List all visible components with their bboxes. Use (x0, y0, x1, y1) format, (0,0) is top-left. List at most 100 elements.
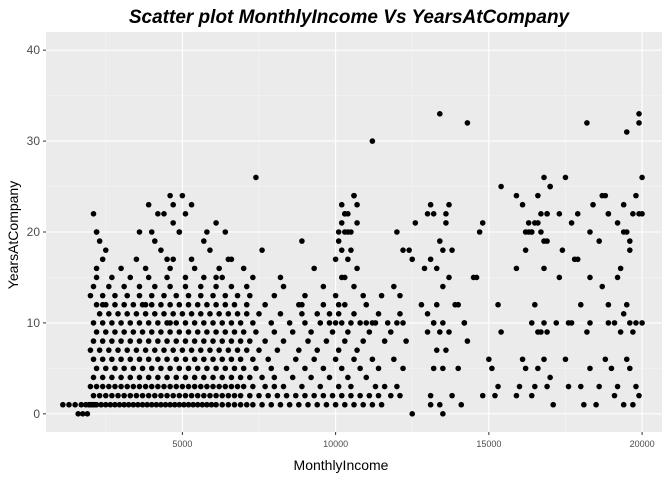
data-point (185, 383, 192, 390)
data-point (170, 256, 176, 263)
data-point (633, 383, 639, 390)
data-point (96, 392, 103, 399)
data-point (179, 192, 186, 199)
data-point (87, 292, 94, 299)
data-point (479, 220, 486, 226)
data-point (207, 247, 213, 253)
data-point (443, 220, 449, 226)
data-point (213, 301, 219, 308)
data-point (182, 274, 189, 281)
data-point (139, 401, 146, 408)
data-point (348, 392, 354, 399)
data-point (112, 292, 118, 299)
data-point (633, 320, 639, 326)
data-point (112, 329, 118, 335)
data-point (277, 401, 284, 408)
data-point (375, 365, 382, 372)
data-point (231, 392, 238, 399)
data-point (170, 347, 176, 353)
data-point (222, 301, 229, 308)
data-point (90, 356, 97, 363)
data-point (317, 320, 324, 326)
data-point (148, 329, 155, 335)
data-point (228, 320, 235, 326)
data-point (182, 338, 189, 344)
data-point (381, 338, 388, 344)
data-point (424, 211, 431, 217)
data-point (148, 229, 155, 235)
data-point (216, 265, 222, 272)
data-point (354, 265, 360, 272)
y-axis-title: YearsAtCompany (5, 181, 21, 289)
data-point (139, 365, 146, 372)
data-point (630, 211, 636, 217)
x-tick-label: 20000 (630, 439, 655, 449)
data-point (623, 301, 630, 308)
data-point (519, 201, 526, 208)
x-tick-label: 15000 (476, 439, 501, 449)
data-point (90, 374, 97, 381)
data-point (99, 256, 106, 263)
data-point (225, 392, 232, 399)
data-point (116, 401, 123, 408)
data-point (158, 392, 164, 399)
data-point (476, 229, 483, 235)
data-point (231, 329, 238, 335)
data-point (90, 283, 97, 290)
data-point (210, 320, 216, 326)
data-point (351, 192, 357, 199)
data-point (127, 392, 134, 399)
data-point (335, 347, 342, 353)
data-point (280, 283, 287, 290)
data-point (90, 320, 97, 326)
data-point (197, 292, 204, 299)
data-point (167, 329, 173, 335)
data-point (228, 383, 235, 390)
data-point (250, 274, 256, 281)
data-point (167, 301, 173, 308)
data-point (320, 365, 327, 372)
data-point (345, 374, 351, 381)
data-point (164, 274, 170, 281)
data-point (614, 220, 621, 226)
data-point (237, 320, 244, 326)
data-point (584, 120, 590, 126)
data-point (109, 356, 115, 363)
data-point (375, 392, 382, 399)
data-point (430, 211, 437, 217)
data-point (320, 301, 327, 308)
data-point (528, 320, 535, 326)
data-point (265, 392, 271, 399)
data-point (577, 301, 584, 308)
data-point (360, 401, 366, 408)
data-point (387, 392, 394, 399)
data-point (342, 211, 348, 217)
data-point (250, 401, 256, 408)
data-point (617, 265, 624, 272)
data-point (611, 392, 618, 399)
data-point (489, 365, 495, 372)
data-point (587, 229, 593, 235)
data-point (479, 392, 486, 399)
data-point (596, 238, 602, 244)
data-point (636, 392, 642, 399)
data-point (259, 374, 265, 381)
data-point (513, 192, 520, 199)
data-point (79, 411, 86, 417)
data-point (461, 320, 468, 326)
data-point (418, 301, 425, 308)
data-point (562, 174, 569, 181)
data-point (437, 238, 443, 244)
data-point (155, 211, 161, 217)
data-point (535, 329, 541, 335)
data-point (191, 265, 198, 272)
data-point (599, 283, 606, 290)
data-point (139, 392, 146, 399)
data-point (118, 265, 124, 272)
y-tick-label: 10 (27, 316, 41, 330)
data-point (299, 301, 305, 308)
data-point (185, 292, 192, 299)
data-point (182, 283, 189, 290)
data-point (614, 383, 621, 390)
